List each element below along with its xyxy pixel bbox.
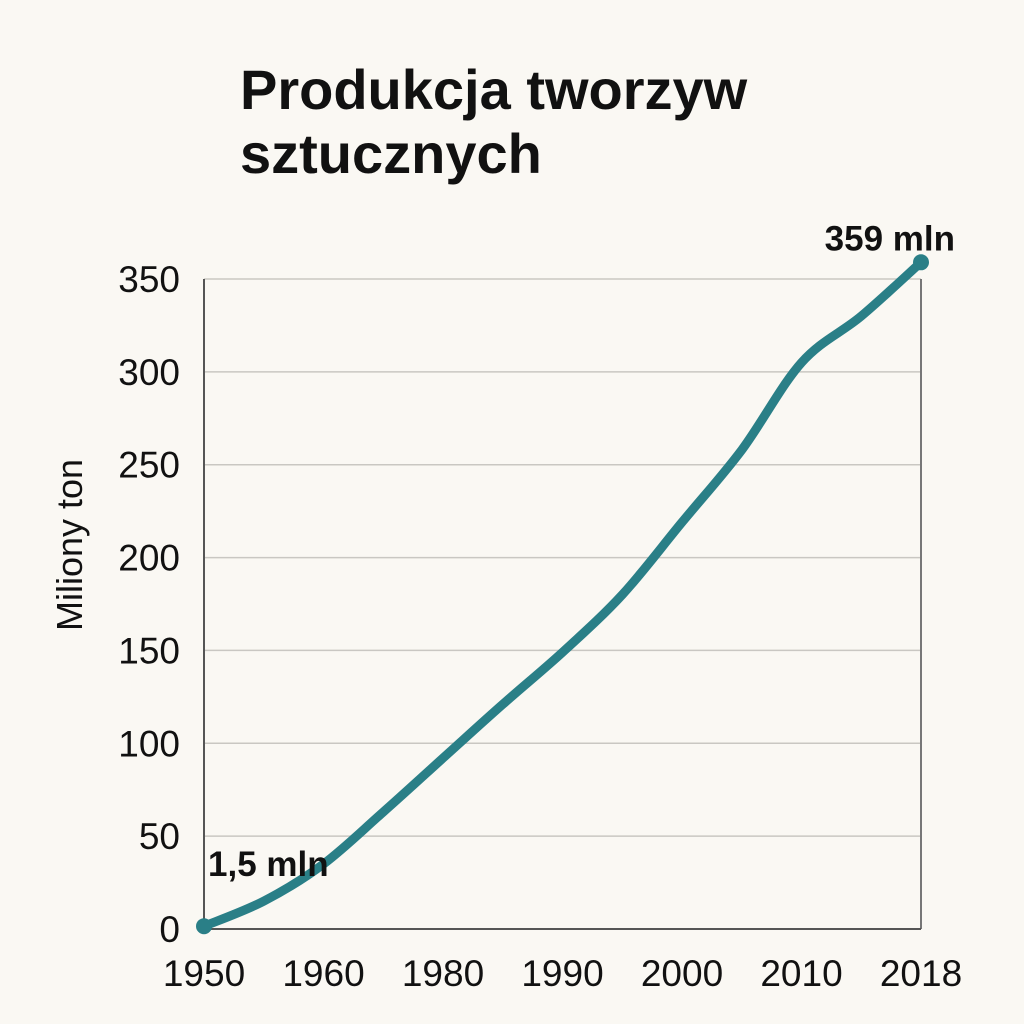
y-tick-label: 0 [159,909,180,950]
x-tick-label: 1950 [163,953,245,994]
data-label: 1,5 mln [208,845,329,884]
data-point-marker [913,254,929,271]
x-tick-label: 2010 [760,953,842,994]
x-tick-label: 1990 [521,953,603,994]
y-tick-label: 250 [118,445,180,486]
data-point-marker [196,918,212,935]
x-tick-label: 1980 [402,953,484,994]
y-tick-label: 100 [118,723,180,764]
chart-title: Produkcja tworzyw sztucznych [240,58,940,186]
y-tick-label: 200 [118,538,180,579]
x-tick-label: 2018 [880,953,962,994]
annotations: 1,5 mln 359 mln [208,219,955,884]
y-tick-label: 50 [139,816,180,857]
chart-title-line-1: Produkcja tworzyw [240,58,748,121]
axes [203,279,922,930]
y-tick-label: 150 [118,630,180,671]
x-tick-label: 2000 [641,953,723,994]
y-axis-label: Miliony ton [49,459,90,631]
series-line [199,257,926,931]
y-tick-label: 300 [118,352,180,393]
data-label: 359 mln [825,219,955,258]
x-tick-label: 1960 [282,953,364,994]
x-tick-labels: 1950 1960 1980 1990 2000 2010 2018 [163,953,962,994]
gridlines [204,278,921,837]
chart-title-line-2: sztucznych [240,122,542,185]
y-tick-labels: 0 50 100 150 200 250 300 350 [118,259,180,950]
series-layer [196,254,929,935]
y-tick-label: 350 [118,259,180,300]
